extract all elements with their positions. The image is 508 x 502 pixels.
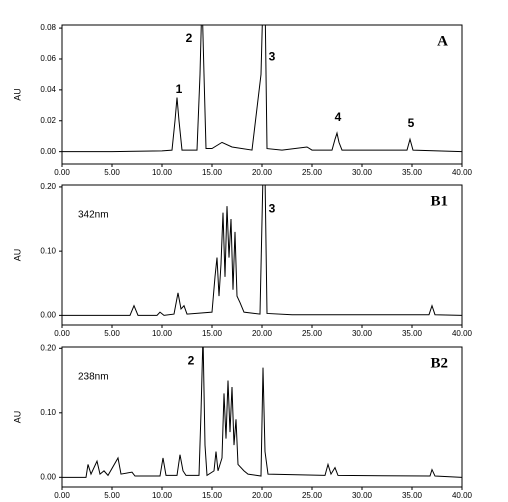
x-tick-label: 20.00 <box>252 168 273 177</box>
x-tick-label: 15.00 <box>202 329 223 338</box>
peak-label: 4 <box>335 110 342 124</box>
trace-group <box>62 185 462 316</box>
x-tick-label: 15.00 <box>202 168 223 177</box>
wavelength-label: 342nm <box>78 210 109 221</box>
x-tick-label: 40.00 <box>452 329 473 338</box>
y-tick-label: 0.20 <box>40 182 56 191</box>
peak-label: 5 <box>408 116 415 130</box>
x-tick-label: 5.00 <box>104 491 120 500</box>
y-axis-label: AU <box>12 249 22 262</box>
y-tick-label: 0.04 <box>40 85 56 94</box>
x-tick-label: 20.00 <box>252 491 273 500</box>
trace <box>62 185 462 316</box>
x-tick-label: 10.00 <box>152 491 173 500</box>
x-tick-label: 10.00 <box>152 168 173 177</box>
x-tick-label: 40.00 <box>452 168 473 177</box>
y-tick-label: 0.20 <box>40 343 56 352</box>
wavelength-label: 238nm <box>78 372 109 383</box>
peak-label: 2 <box>186 31 193 45</box>
panel-title: A <box>437 33 448 49</box>
y-tick-label: 0.06 <box>40 54 56 63</box>
y-axis-label: AU <box>12 411 22 424</box>
trace-group <box>62 347 462 478</box>
x-tick-label: 5.00 <box>104 329 120 338</box>
x-tick-label: 0.00 <box>54 329 70 338</box>
peak-label: 3 <box>269 50 276 64</box>
x-tick-label: 30.00 <box>352 329 373 338</box>
x-tick-label: 25.00 <box>302 168 323 177</box>
x-tick-label: 5.00 <box>104 168 120 177</box>
x-tick-label: 0.00 <box>54 491 70 500</box>
x-tick-label: 35.00 <box>402 491 423 500</box>
trace-group <box>62 25 462 153</box>
y-tick-label: 0.08 <box>40 23 56 32</box>
x-tick-label: 10.00 <box>152 329 173 338</box>
peak-label: 2 <box>188 353 195 367</box>
y-axis-label: AU <box>12 88 22 101</box>
peak-label: 3 <box>269 202 276 216</box>
y-tick-label: 0.10 <box>40 408 56 417</box>
y-tick-label: 0.00 <box>40 147 56 156</box>
x-tick-label: 15.00 <box>202 491 223 500</box>
y-tick-label: 0.10 <box>40 246 56 255</box>
panel-title: B1 <box>430 193 448 209</box>
x-tick-label: 30.00 <box>352 168 373 177</box>
x-tick-label: 0.00 <box>54 168 70 177</box>
y-tick-label: 0.00 <box>40 310 56 319</box>
x-tick-label: 40.00 <box>452 491 473 500</box>
x-tick-label: 30.00 <box>352 491 373 500</box>
trace <box>62 347 462 478</box>
y-tick-label: 0.02 <box>40 116 56 125</box>
panel-title: B2 <box>430 355 448 371</box>
trace <box>62 25 462 153</box>
x-tick-label: 35.00 <box>402 329 423 338</box>
x-tick-label: 25.00 <box>302 329 323 338</box>
x-tick-label: 20.00 <box>252 329 273 338</box>
x-tick-label: 35.00 <box>402 168 423 177</box>
x-tick-label: 25.00 <box>302 491 323 500</box>
peak-label: 1 <box>176 82 183 96</box>
y-tick-label: 0.00 <box>40 472 56 481</box>
